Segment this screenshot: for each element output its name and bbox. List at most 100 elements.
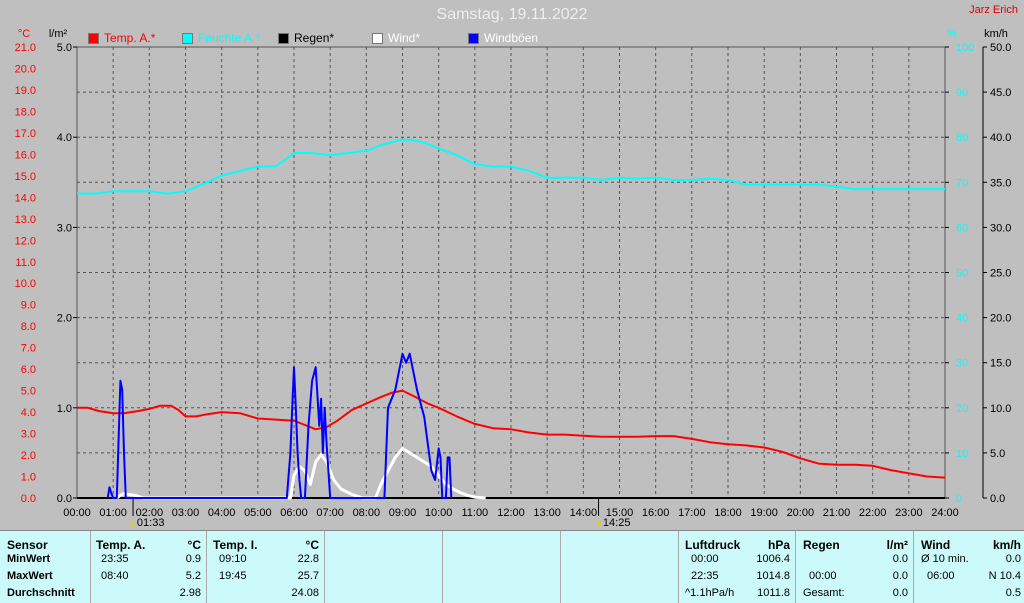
legend-label: Windböen (484, 31, 539, 45)
humidity-tick-label: 0 (956, 493, 962, 505)
cell-value: 0.9 (185, 553, 201, 565)
x-tick-label: 14:00 (570, 507, 598, 519)
legend-label: Regen* (294, 31, 335, 45)
row-label: MinWert (7, 553, 51, 565)
wind-tick-label: 20.0 (990, 313, 1011, 325)
temp-tick-label: 16.0 (15, 149, 36, 161)
wind-tick-label: 10.0 (990, 403, 1011, 415)
col-wind: Wind km/h Ø 10 min. 06:00 0.0 N 10.4 0.5 (913, 531, 1024, 603)
wind-tick-label: 5.0 (990, 448, 1005, 460)
humidity-tick-label: 60 (956, 222, 968, 234)
temp-tick-label: 20.0 (15, 63, 36, 75)
x-tick-label: 21:00 (823, 507, 851, 519)
cell-value: 0.5 (1005, 587, 1021, 599)
x-tick-label: 23:00 (895, 507, 923, 519)
x-tick-label: 20:00 (787, 507, 815, 519)
marker-label: 01:33 (136, 517, 165, 529)
legend-swatch (372, 32, 383, 44)
col-unit: °C (305, 538, 319, 552)
col-rain: Regen l/m² 00:00 Gesamt: 0.0 0.0 0.0 (795, 531, 914, 603)
x-tick-label: 02:00 (136, 507, 164, 519)
temp-tick-label: 3.0 (21, 429, 36, 441)
max-temp-marker: ▼14:25 (594, 517, 630, 529)
cell-time: ^1.1hPa/h (685, 587, 735, 599)
cell-value: 1014.8 (756, 570, 790, 582)
wind-tick-label: 50.0 (990, 42, 1011, 54)
col-header: Luftdruck (685, 538, 741, 552)
wind-tick-label: 15.0 (990, 358, 1011, 370)
rain-tick-label: 3.0 (57, 222, 72, 234)
legend-swatch (88, 32, 99, 44)
col-unit: km/h (992, 538, 1021, 552)
cell-time: 22:35 (691, 570, 719, 582)
col-unit: °C (187, 538, 201, 552)
wind-tick-label: 40.0 (990, 132, 1011, 144)
x-tick-label: 04:00 (208, 507, 236, 519)
rain-tick-label: 0.0 (57, 493, 72, 505)
series-line-1 (77, 138, 945, 195)
col-unit: hPa (767, 538, 790, 552)
x-tick-label: 15:00 (606, 507, 634, 519)
rain-tick-label: 2.0 (57, 313, 72, 325)
statistics-table: Sensor MinWert MaxWert Durchschnitt Temp… (0, 530, 1024, 603)
x-tick-label: 01:00 (99, 507, 127, 519)
x-tick-label: 11:00 (461, 507, 488, 519)
temp-tick-label: 8.0 (21, 321, 36, 333)
col-empty-2 (442, 531, 561, 603)
legend-swatch (278, 32, 289, 44)
wind-axis-unit: km/h (984, 28, 1008, 40)
cell-time: Ø 10 min. (921, 553, 969, 565)
humidity-tick-label: 20 (956, 403, 968, 415)
temp-tick-label: 1.0 (21, 472, 36, 484)
humidity-tick-label: 40 (956, 313, 968, 325)
temp-tick-label: 15.0 (15, 171, 36, 183)
cell-time: 19:45 (219, 570, 247, 582)
humidity-tick-label: 80 (956, 132, 968, 144)
x-tick-label: 22:00 (859, 507, 887, 519)
humidity-tick-label: 100 (956, 42, 974, 54)
marker-layer (132, 498, 600, 516)
cell-value: 5.2 (185, 570, 201, 582)
wind-tick-label: 25.0 (990, 268, 1011, 280)
x-tick-label: 18:00 (714, 507, 742, 519)
cell-value: N 10.4 (988, 570, 1021, 582)
legend-gusts: Windböen (468, 31, 538, 45)
legend-label: Wind* (388, 31, 421, 45)
x-tick-label: 00:00 (63, 507, 91, 519)
cell-value: 0.0 (892, 587, 908, 599)
cell-time: Gesamt: (803, 587, 845, 599)
humidity-axis-unit: % (947, 28, 957, 40)
x-tick-label: 12:00 (497, 507, 525, 519)
col-pressure: Luftdruck hPa 00:00 22:35 ^1.1hPa/h 1006… (678, 531, 796, 603)
humidity-tick-label: 50 (956, 268, 968, 280)
wind-tick-label: 35.0 (990, 177, 1011, 189)
cell-value: 22.8 (297, 553, 319, 565)
series-line-4 (106, 352, 453, 499)
humidity-tick-label: 70 (956, 177, 968, 189)
temp-tick-label: 4.0 (21, 407, 36, 419)
grid-lines (77, 47, 945, 498)
x-tick-label: 06:00 (280, 507, 308, 519)
cell-time: 00:00 (691, 553, 719, 565)
col-empty-1 (324, 531, 443, 603)
temp-tick-label: 13.0 (15, 214, 36, 226)
temp-tick-label: 11.0 (15, 257, 36, 269)
rain-tick-label: 4.0 (57, 132, 72, 144)
cell-value: 1006.4 (756, 553, 790, 565)
rain-tick-label: 1.0 (57, 403, 72, 415)
temp-axis-unit: °C (18, 28, 30, 40)
min-temp-marker: ▲01:33 (128, 517, 164, 529)
legend-label: Feuchte A.* (198, 31, 261, 45)
marker-label: 14:25 (602, 517, 631, 529)
x-tick-label: 09:00 (389, 507, 417, 519)
col-header: Regen (803, 538, 840, 552)
wind-tick-label: 45.0 (990, 87, 1011, 99)
temp-tick-label: 9.0 (21, 300, 36, 312)
x-tick-label: 08:00 (353, 507, 381, 519)
humidity-tick-label: 90 (956, 87, 968, 99)
x-tick-label: 05:00 (244, 507, 272, 519)
temp-tick-label: 21.0 (15, 42, 36, 54)
cell-value: 0.0 (892, 570, 908, 582)
cell-value: 1011.8 (757, 587, 790, 599)
col-header: Sensor (7, 538, 48, 552)
